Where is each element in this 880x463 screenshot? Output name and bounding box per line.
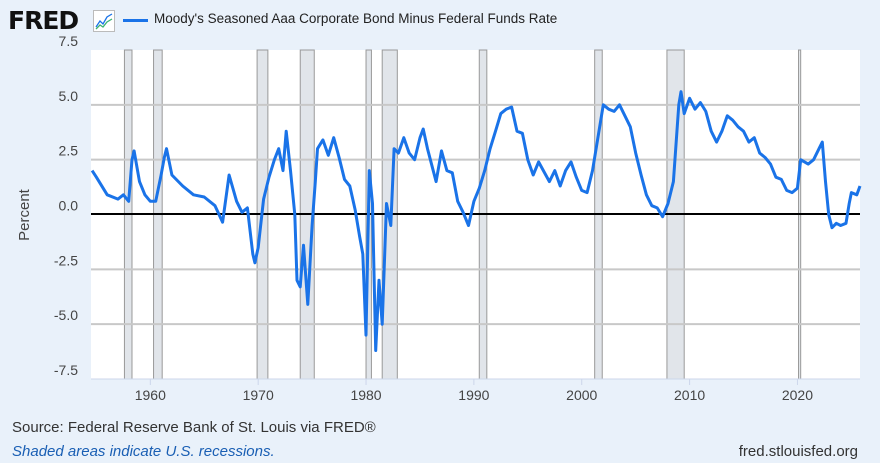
y-tick-label: -5.0	[54, 307, 78, 323]
y-axis-label: Percent	[16, 188, 33, 241]
x-tick-label: 1990	[458, 387, 489, 403]
x-tick-label: 1970	[243, 387, 274, 403]
y-tick-label: 2.5	[59, 143, 79, 159]
y-tick-label: 5.0	[59, 88, 79, 104]
series-title[interactable]: Moody's Seasoned Aaa Corporate Bond Minu…	[154, 11, 558, 26]
series-line	[90, 90, 862, 352]
y-tick-label: -2.5	[54, 252, 78, 268]
legend-swatch	[123, 19, 148, 22]
x-tick-label: 2000	[566, 387, 597, 403]
y-tick-label: 0.0	[59, 198, 79, 214]
y-tick-label: -7.5	[54, 362, 78, 378]
x-tick-label: 1980	[350, 387, 381, 403]
x-tick-label: 2020	[782, 387, 813, 403]
line-chart-icon[interactable]	[93, 10, 115, 32]
chart: 7.5 5.0 2.5 0.0 -2.5 -5.0 -7.5 1960 1970 1980 1990…	[16, 33, 862, 403]
y-tick-label: 7.5	[59, 33, 79, 49]
source-text: Source: Federal Reserve Bank of St. Loui…	[12, 419, 376, 436]
site-link[interactable]: fred.stlouisfed.org	[738, 443, 858, 460]
fred-logo[interactable]: FRED	[8, 6, 79, 35]
recession-note: Shaded areas indicate U.S. recessions.	[12, 443, 275, 460]
x-tick-label: 2010	[674, 387, 705, 403]
x-tick-label: 1960	[135, 387, 166, 403]
